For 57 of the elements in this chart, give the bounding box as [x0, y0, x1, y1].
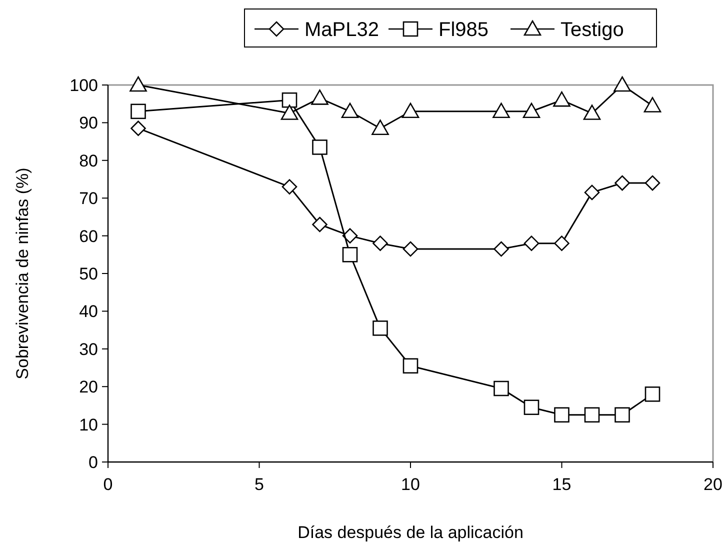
y-tick-label: 30: [79, 340, 98, 359]
x-tick-label: 10: [401, 475, 420, 494]
point: [280, 104, 298, 120]
point: [312, 216, 328, 232]
point: [583, 104, 601, 120]
point: [282, 179, 298, 194]
point: [372, 236, 388, 251]
y-tick-label: 60: [79, 226, 98, 246]
point: [402, 241, 418, 257]
x-tick-label: 15: [552, 475, 572, 494]
point: [342, 247, 358, 262]
point: [372, 320, 388, 336]
point: [311, 90, 328, 105]
y-axis-title: Sobrevivencia de ninfas (%): [13, 168, 32, 380]
point: [312, 140, 328, 155]
point: [282, 92, 298, 108]
y-tick-label: 70: [79, 189, 98, 208]
point: [614, 175, 630, 191]
point: [584, 184, 600, 200]
y-tick-label: 100: [70, 76, 98, 95]
x-tick-label: 20: [704, 475, 722, 494]
y-tick-label: 0: [88, 452, 98, 472]
y-tick-label: 80: [79, 151, 98, 170]
point: [553, 91, 570, 107]
point: [130, 120, 146, 136]
y-tick-label: 20: [79, 378, 98, 397]
point: [402, 358, 418, 374]
point: [614, 76, 631, 92]
point: [130, 76, 147, 92]
x-tick-label: 5: [254, 475, 264, 494]
point: [522, 102, 540, 118]
point: [524, 400, 540, 415]
x-tick-label: 0: [103, 475, 113, 494]
point: [554, 407, 570, 423]
point: [342, 228, 358, 244]
point: [644, 175, 660, 191]
y-tick-label: 90: [79, 114, 98, 133]
y-tick-label: 10: [79, 415, 98, 434]
point: [584, 407, 600, 423]
point: [524, 236, 540, 251]
point: [494, 241, 509, 257]
point: [494, 380, 509, 396]
point: [644, 97, 662, 112]
point: [614, 407, 630, 423]
legend-label: Testigo: [560, 19, 624, 41]
y-tick-label: 40: [79, 302, 98, 322]
x-axis-title: Días después de la aplicación: [298, 523, 524, 542]
point: [341, 102, 359, 118]
point: [372, 120, 389, 136]
point: [402, 102, 420, 118]
point: [644, 386, 660, 402]
legend-label: Fl985: [438, 19, 489, 41]
legend-label: MaPL32: [304, 19, 379, 41]
point: [130, 104, 146, 120]
point: [492, 102, 510, 118]
point: [554, 236, 570, 251]
y-tick-label: 50: [79, 264, 98, 284]
